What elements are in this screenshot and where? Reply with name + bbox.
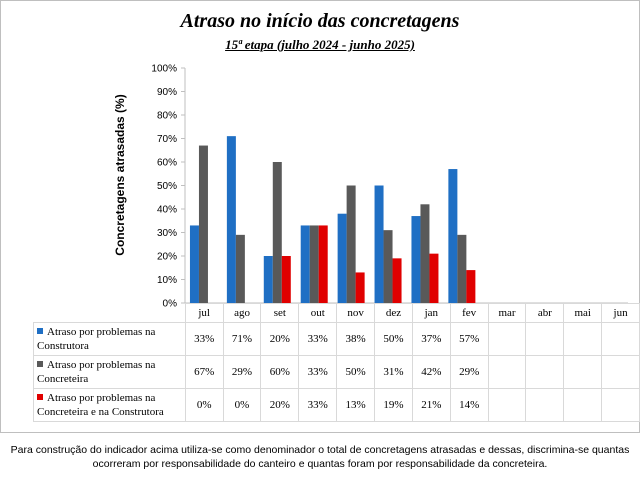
bar-series-2: [346, 185, 356, 303]
y-tick-label: 80%: [157, 111, 177, 122]
data-label: 20%: [260, 322, 300, 356]
y-tick-label: 60%: [157, 158, 177, 169]
data-label: 31%: [374, 355, 413, 389]
data-label: 33%: [184, 322, 224, 356]
x-tick-label: mai: [563, 303, 603, 323]
data-label: 67%: [184, 355, 224, 389]
data-label: [487, 355, 527, 389]
y-tick-label: 50%: [157, 181, 177, 192]
table-corner: [33, 303, 186, 323]
legend-swatch: [37, 394, 43, 401]
bar-series-2: [198, 145, 208, 303]
data-label: [563, 322, 603, 356]
data-label: 29%: [449, 355, 489, 389]
data-label: 50%: [336, 355, 376, 389]
y-tick-label: 30%: [157, 228, 177, 239]
data-label: 37%: [411, 322, 451, 356]
bar-series-2: [235, 234, 245, 303]
bar-series-2: [309, 225, 319, 303]
bar-series-3: [318, 225, 328, 303]
data-label: 33%: [298, 388, 338, 422]
bar-series-3: [392, 258, 402, 303]
series-legend-label: Atraso por problemas na Concreteira e na…: [33, 388, 186, 422]
series-legend-label: Atraso por problemas na Construtora: [33, 322, 186, 356]
x-tick-label: abr: [525, 303, 565, 323]
bar-series-3: [281, 256, 291, 303]
data-label: [525, 322, 565, 356]
bar-series-3: [355, 272, 365, 303]
chart-title: Atraso no início das concretagens: [180, 10, 460, 32]
x-tick-label: jul: [184, 303, 224, 323]
bar-series-1: [374, 185, 384, 303]
data-label: 57%: [449, 322, 489, 356]
data-label: 20%: [260, 388, 300, 422]
bar-series-3: [466, 270, 476, 303]
data-label: [601, 388, 640, 422]
data-label: 33%: [298, 322, 338, 356]
table-row: Atraso por problemas na Construtora 33% 71…: [33, 322, 640, 356]
bar-series-2: [383, 230, 393, 303]
data-label: 71%: [222, 322, 262, 356]
y-tick-label: 90%: [157, 87, 177, 98]
data-label: 38%: [336, 322, 376, 356]
bar-series-1: [411, 216, 421, 303]
x-tick-label: set: [260, 303, 300, 323]
data-label: [525, 355, 565, 389]
table-row: Atraso por problemas na Concreteira e na…: [33, 388, 640, 422]
y-tick-label: 20%: [157, 252, 177, 263]
x-tick-label: jan: [411, 303, 451, 323]
bar-series-2: [457, 234, 467, 303]
data-label: 42%: [411, 355, 451, 389]
data-label: 14%: [449, 388, 489, 422]
data-label: [487, 388, 527, 422]
data-label: [563, 355, 603, 389]
series-legend-label: Atraso por problemas na Concreteira: [33, 355, 186, 389]
y-tick-label: 70%: [157, 134, 177, 145]
data-label: 21%: [411, 388, 451, 422]
data-label: 19%: [374, 388, 413, 422]
bar-chart: 0%10%20%30%40%50%60%70%80%90%100%: [151, 64, 628, 310]
data-label: [601, 355, 640, 389]
x-tick-label: fev: [449, 303, 489, 323]
bar-series-1: [300, 225, 310, 303]
bar-series-2: [420, 204, 430, 303]
x-tick-label: nov: [336, 303, 376, 323]
data-label: 0%: [184, 388, 224, 422]
bar-series-1: [263, 256, 273, 303]
x-tick-label: out: [298, 303, 338, 323]
data-label: 0%: [222, 388, 262, 422]
bar-series-1: [189, 225, 199, 303]
chart-subtitle: 15ª etapa (julho 2024 - junho 2025): [225, 37, 415, 52]
bar-series-1: [448, 169, 458, 303]
x-tick-label: jun: [601, 303, 640, 323]
x-tick-label: dez: [374, 303, 413, 323]
data-table: jul ago set out nov dez jan fev mar abr mai jun Atr…: [33, 303, 640, 422]
data-label: 60%: [260, 355, 300, 389]
table-row: Atraso por problemas na Concreteira 67% 29…: [33, 355, 640, 389]
legend-swatch: [37, 328, 43, 335]
y-tick-label: 40%: [157, 205, 177, 216]
data-label: 33%: [298, 355, 338, 389]
data-label: [487, 322, 527, 356]
data-label: [525, 388, 565, 422]
bar-series-3: [429, 253, 439, 303]
footnote: Para construção do indicador acima utili…: [10, 444, 630, 470]
x-tick-label: mar: [487, 303, 527, 323]
data-label: 29%: [222, 355, 262, 389]
x-tick-label: ago: [222, 303, 262, 323]
bar-series-2: [272, 162, 282, 303]
legend-swatch: [37, 361, 43, 368]
table-header-row: jul ago set out nov dez jan fev mar abr mai jun: [33, 303, 640, 323]
y-tick-label: 100%: [151, 64, 177, 75]
data-label: 13%: [336, 388, 376, 422]
bar-series-1: [226, 136, 236, 303]
data-label: [563, 388, 603, 422]
bar-series-1: [337, 213, 347, 303]
data-label: 50%: [374, 322, 413, 356]
y-tick-label: 10%: [157, 275, 177, 286]
data-label: [601, 322, 640, 356]
